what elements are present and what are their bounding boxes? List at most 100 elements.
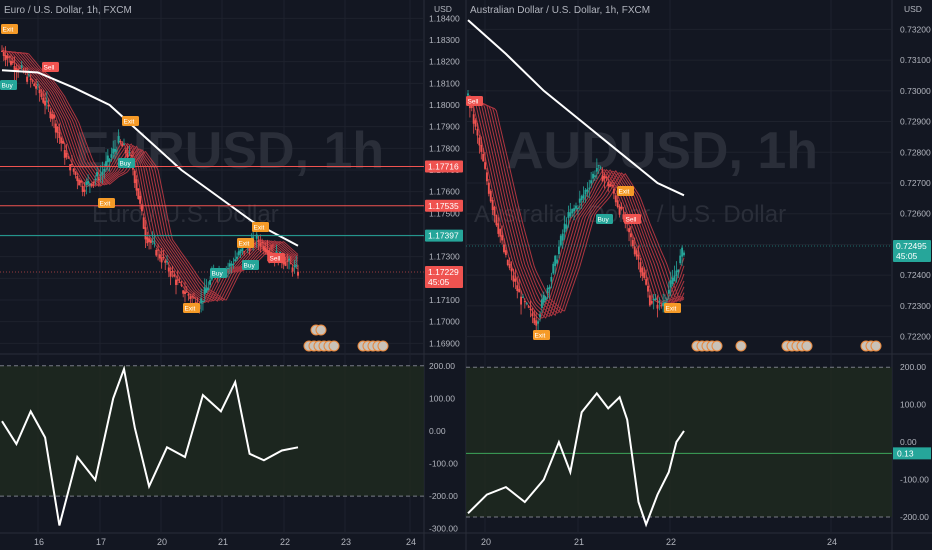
candle [612, 182, 615, 200]
candle [119, 139, 122, 145]
candle [660, 302, 663, 309]
candle [544, 295, 547, 302]
candle [603, 172, 606, 189]
candle-body [504, 250, 507, 255]
candle-body [518, 288, 521, 293]
candle-body [106, 155, 109, 163]
candle [476, 123, 479, 144]
candle [207, 281, 210, 291]
candle-body [650, 300, 653, 304]
candle-body [97, 178, 100, 181]
candle [275, 244, 278, 253]
candle-body [514, 278, 517, 282]
signal-bg [0, 80, 17, 90]
price-tick-label: 1.18000 [429, 100, 460, 110]
candle [286, 253, 289, 269]
candle-body [108, 158, 111, 162]
event-flag-icon [328, 340, 340, 352]
candle-body [4, 54, 7, 61]
oscillator-badge-bg [893, 447, 931, 460]
candle [586, 182, 589, 198]
candle-body [2, 52, 5, 57]
candle-body [261, 242, 264, 244]
price-tick-label: 1.17300 [429, 252, 460, 262]
candle [200, 288, 203, 313]
candle [92, 181, 95, 188]
candle [656, 295, 659, 318]
candle [284, 256, 287, 267]
price-tick-label: 1.18100 [429, 78, 460, 88]
candle-body [563, 223, 566, 233]
candle [567, 205, 570, 228]
moving-average-line [467, 19, 685, 197]
candle [518, 278, 521, 293]
oscillator-tick-label: 200.00 [429, 361, 455, 371]
candle-body [539, 314, 541, 318]
candle [643, 267, 646, 280]
candle [620, 202, 623, 211]
ribbon-line [1, 50, 299, 303]
oscillator-tick-label: -100.00 [429, 459, 458, 469]
candle [569, 202, 572, 219]
candle [637, 245, 640, 270]
ribbon-line [467, 96, 685, 314]
candle [575, 202, 577, 211]
candle [540, 293, 543, 314]
candle-body [493, 206, 496, 216]
candle-body [191, 296, 194, 298]
signal-bg [1, 24, 18, 34]
candle [151, 231, 154, 245]
candle-body [176, 279, 179, 281]
candle-body [121, 144, 124, 147]
candle-body [516, 285, 519, 292]
candle-body [88, 183, 91, 185]
candle [192, 292, 195, 299]
candle [514, 269, 517, 290]
candle [556, 255, 559, 265]
candle [521, 294, 524, 299]
signal-bg [533, 330, 550, 340]
candle [11, 56, 14, 65]
candle-body [531, 313, 534, 317]
candle-body [83, 189, 86, 192]
candle-body [584, 189, 587, 195]
candle-body [288, 258, 291, 261]
signal-text: Sell [270, 256, 281, 263]
chart-title: Euro / U.S. Dollar, 1h, FXCM [4, 5, 132, 16]
candle [158, 250, 161, 262]
ribbon-line [467, 96, 685, 317]
time-tick-label: 16 [34, 537, 44, 547]
candle [259, 234, 262, 253]
candle [542, 291, 545, 306]
oscillator-tick-label: 100.00 [900, 400, 926, 410]
candle [563, 215, 566, 240]
candle [650, 293, 653, 305]
candle-body [533, 317, 536, 324]
price-badge-bg [425, 266, 463, 289]
candle [65, 144, 68, 160]
candle [264, 242, 267, 255]
candle [182, 289, 185, 298]
candle-body [474, 120, 477, 127]
currency-label: USD [434, 4, 452, 14]
candle-body [556, 259, 559, 264]
candle-body [61, 141, 64, 144]
candle [90, 183, 93, 188]
candle [122, 138, 125, 145]
candle [552, 261, 555, 275]
signal-text: Sell [468, 99, 479, 106]
price-badge-label: 1.17397 [428, 231, 459, 241]
candle-body [232, 263, 235, 265]
candle-body [259, 242, 262, 247]
signal-bg [242, 260, 259, 270]
candle [239, 248, 242, 259]
candle [550, 272, 553, 289]
candle-body [576, 207, 579, 209]
candle-body [65, 152, 68, 158]
price-axis: 1.18400 1.18300 1.18200 1.18100 1.18000 1.179… [429, 4, 460, 348]
candle [622, 206, 625, 223]
candle-body [607, 182, 610, 187]
candle [601, 167, 604, 182]
candle [671, 269, 674, 287]
